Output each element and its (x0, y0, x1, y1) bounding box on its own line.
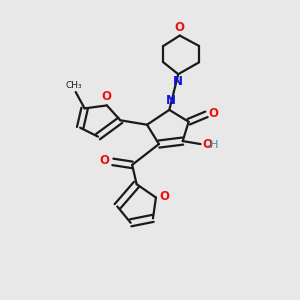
Text: -H: -H (206, 140, 219, 150)
Text: N: N (166, 94, 176, 107)
Text: CH₃: CH₃ (66, 81, 82, 90)
Text: O: O (209, 106, 219, 120)
Text: N: N (173, 75, 183, 88)
Text: O: O (175, 21, 185, 34)
Text: O: O (100, 154, 110, 167)
Text: O: O (159, 190, 169, 203)
Text: O: O (202, 138, 212, 151)
Text: O: O (101, 90, 111, 103)
